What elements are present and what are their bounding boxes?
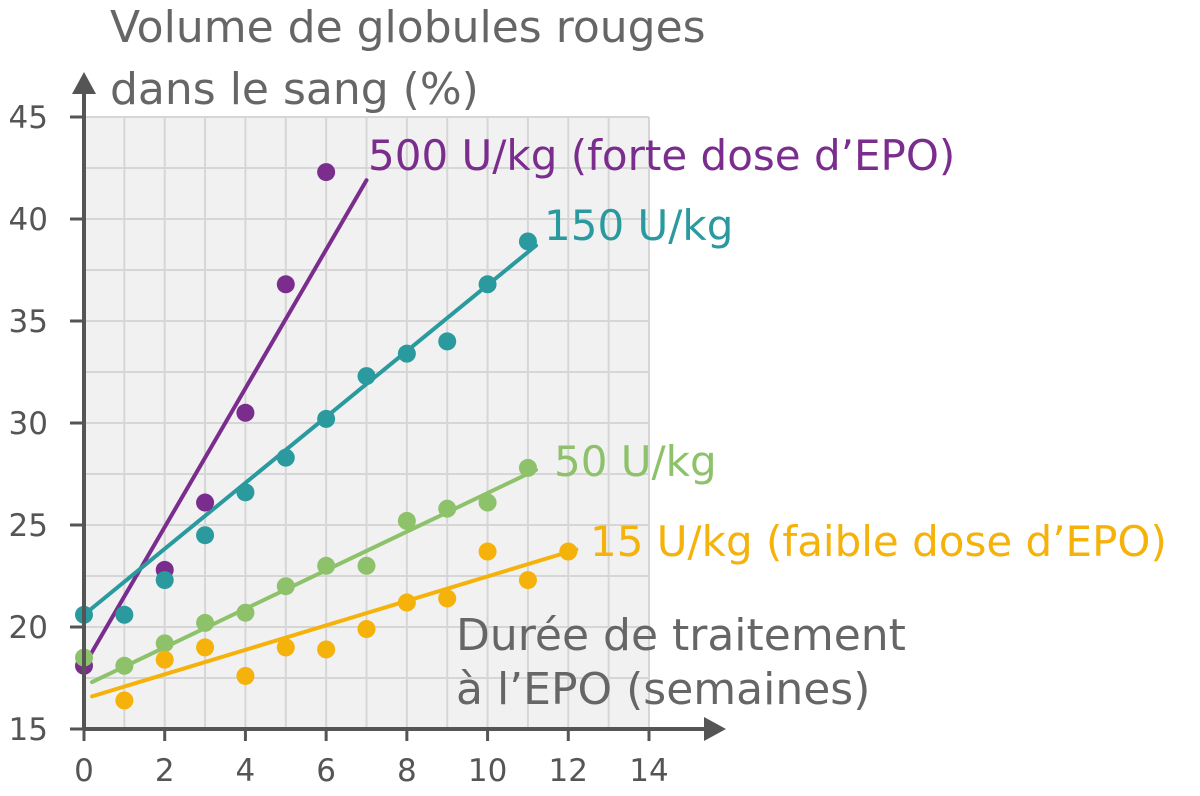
y-axis-title-line-2: dans le sang (%) [110, 64, 479, 115]
data-point-series-1 [357, 367, 376, 386]
y-axis-title-line-1: Volume de globules rouges [110, 2, 706, 53]
data-point-series-1 [438, 332, 457, 351]
data-point-series-0 [236, 403, 255, 422]
data-point-series-2 [518, 458, 537, 477]
data-point-series-3 [196, 638, 215, 657]
data-point-series-1 [196, 526, 215, 545]
data-point-series-2 [155, 634, 174, 653]
data-point-series-1 [155, 571, 174, 590]
series-label-500-uk: 500 U/kg (forte dose d’EPO) [368, 131, 955, 180]
data-point-series-0 [196, 493, 215, 512]
data-point-series-2 [317, 556, 336, 575]
y-tick-label: 25 [9, 508, 48, 544]
data-point-series-2 [478, 493, 497, 512]
data-point-series-0 [317, 163, 336, 182]
y-tick-label: 20 [9, 610, 48, 646]
data-point-series-1 [236, 483, 255, 502]
data-point-series-3 [438, 589, 457, 608]
data-point-series-0 [276, 275, 295, 294]
data-point-series-2 [438, 499, 457, 518]
trend-line-series-3 [90, 547, 579, 699]
data-point-series-3 [357, 620, 376, 639]
x-tick-label: 12 [549, 753, 588, 789]
data-point-series-1 [115, 605, 134, 624]
data-point-series-1 [397, 344, 416, 363]
data-point-series-2 [357, 556, 376, 575]
data-point-series-3 [317, 640, 336, 659]
series-label-150-uk: 150 U/kg [544, 201, 733, 250]
data-point-series-2 [196, 613, 215, 632]
data-point-series-3 [155, 650, 174, 669]
x-axis-title-line-1: Durée de traitement [456, 610, 906, 661]
trend-line-series-1 [82, 243, 538, 617]
data-point-series-2 [236, 603, 255, 622]
data-point-series-3 [276, 638, 295, 657]
x-tick-label: 0 [74, 753, 94, 789]
data-point-series-1 [478, 275, 497, 294]
data-point-series-3 [518, 571, 537, 590]
data-point-series-2 [115, 656, 134, 675]
data-point-series-1 [518, 232, 537, 251]
x-tick-label: 10 [468, 753, 507, 789]
data-point-series-1 [317, 409, 336, 428]
data-point-series-3 [115, 691, 134, 710]
data-point-series-3 [236, 666, 255, 685]
x-tick-label: 6 [316, 753, 336, 789]
x-axis-arrow [704, 717, 726, 741]
data-point-series-1 [276, 448, 295, 467]
data-point-series-3 [397, 593, 416, 612]
y-axis-arrow [72, 72, 96, 94]
data-point-series-3 [559, 542, 578, 561]
data-point-series-2 [397, 511, 416, 530]
x-tick-label: 8 [397, 753, 417, 789]
trend-line-series-0 [82, 178, 369, 668]
y-tick-label: 15 [9, 712, 48, 748]
x-tick-label: 14 [629, 753, 668, 789]
data-point-series-3 [478, 542, 497, 561]
x-axis-title-line-2: à l’EPO (semaines) [456, 664, 870, 715]
x-tick-label: 4 [236, 753, 256, 789]
data-point-series-2 [276, 577, 295, 596]
y-tick-label: 30 [9, 406, 48, 442]
y-tick-label: 45 [9, 100, 48, 136]
series-label-50-uk: 50 U/kg [554, 437, 717, 486]
y-tick-label: 40 [9, 202, 48, 238]
y-tick-label: 35 [9, 304, 48, 340]
series-label-15-uk: 15 U/kg (faible dose d’EPO) [590, 517, 1167, 566]
x-tick-label: 2 [155, 753, 175, 789]
